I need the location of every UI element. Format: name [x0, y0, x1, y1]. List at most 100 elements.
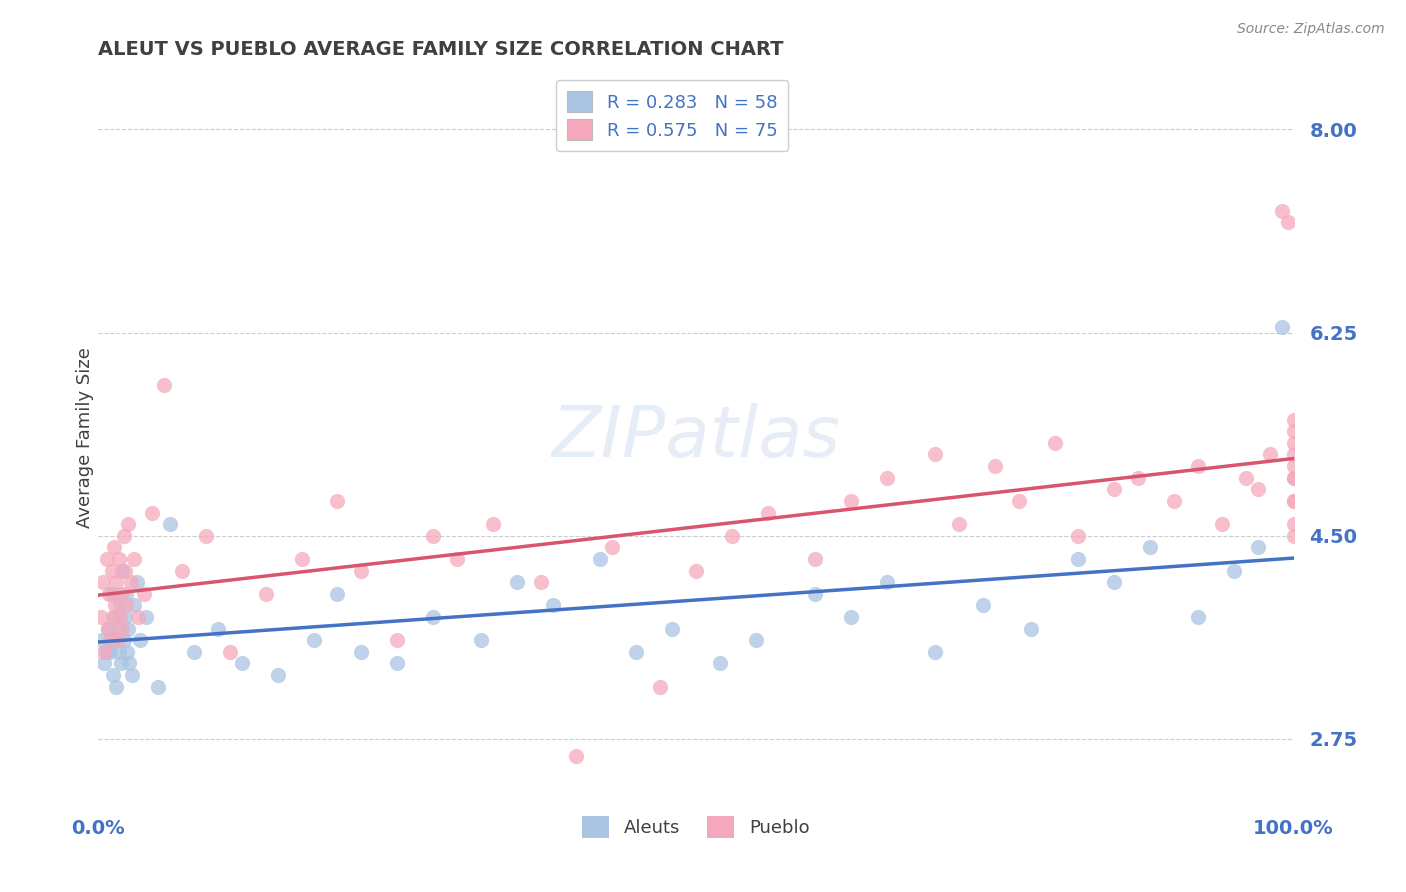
Point — [685, 564, 707, 578]
Point — [101, 668, 124, 682]
Point — [984, 459, 1007, 474]
Point — [1247, 483, 1270, 497]
Point — [804, 587, 827, 601]
Point — [482, 517, 505, 532]
Point — [112, 633, 135, 648]
Point — [1282, 494, 1305, 508]
Point — [1187, 610, 1209, 624]
Point — [97, 622, 120, 636]
Y-axis label: Average Family Size: Average Family Size — [76, 347, 94, 527]
Point — [876, 575, 898, 590]
Point — [107, 645, 129, 659]
Point — [876, 471, 898, 485]
Point — [98, 645, 122, 659]
Point — [183, 645, 205, 659]
Point — [972, 599, 994, 613]
Point — [103, 541, 125, 555]
Point — [924, 645, 946, 659]
Point — [141, 506, 163, 520]
Point — [110, 587, 132, 601]
Point — [117, 517, 139, 532]
Point — [104, 599, 127, 613]
Point — [267, 668, 290, 682]
Point — [114, 564, 136, 578]
Point — [924, 448, 946, 462]
Point — [129, 633, 152, 648]
Point — [626, 645, 648, 659]
Point — [1211, 517, 1233, 532]
Point — [120, 575, 142, 590]
Point — [506, 575, 529, 590]
Point — [1282, 459, 1305, 474]
Point — [101, 610, 124, 624]
Point — [650, 680, 672, 694]
Point — [111, 564, 134, 578]
Point — [1282, 529, 1305, 543]
Point — [1282, 424, 1305, 438]
Point — [124, 599, 146, 613]
Text: ZIPatlas: ZIPatlas — [551, 402, 841, 472]
Point — [108, 599, 131, 613]
Point — [91, 633, 114, 648]
Point — [153, 377, 176, 392]
Point — [107, 633, 129, 648]
Point — [90, 610, 112, 624]
Point — [93, 657, 115, 671]
Text: ALEUT VS PUEBLO AVERAGE FAMILY SIZE CORRELATION CHART: ALEUT VS PUEBLO AVERAGE FAMILY SIZE CORR… — [98, 39, 785, 59]
Point — [709, 657, 731, 671]
Point — [97, 622, 120, 636]
Point — [385, 657, 409, 671]
Point — [350, 564, 373, 578]
Point — [804, 552, 827, 566]
Point — [112, 529, 135, 543]
Point — [195, 529, 218, 543]
Point — [115, 645, 138, 659]
Point — [1247, 541, 1270, 555]
Point — [470, 633, 492, 648]
Point — [565, 749, 588, 764]
Text: Source: ZipAtlas.com: Source: ZipAtlas.com — [1237, 22, 1385, 37]
Point — [756, 506, 779, 520]
Point — [111, 622, 134, 636]
Point — [125, 575, 148, 590]
Point — [1163, 494, 1185, 508]
Point — [422, 529, 444, 543]
Point — [1104, 575, 1126, 590]
Point — [94, 645, 117, 659]
Point — [745, 633, 768, 648]
Point — [1282, 448, 1305, 462]
Point — [1271, 319, 1294, 334]
Point — [104, 610, 127, 624]
Point — [219, 645, 242, 659]
Point — [121, 668, 143, 682]
Point — [98, 633, 122, 648]
Point — [841, 494, 863, 508]
Point — [589, 552, 612, 566]
Point — [661, 622, 683, 636]
Point — [1282, 517, 1305, 532]
Point — [948, 517, 970, 532]
Point — [148, 680, 170, 694]
Point — [135, 610, 157, 624]
Point — [93, 645, 115, 659]
Point — [1282, 471, 1305, 485]
Point — [108, 610, 131, 624]
Point — [132, 587, 155, 601]
Point — [103, 633, 125, 648]
Point — [1277, 215, 1299, 229]
Point — [1223, 564, 1246, 578]
Point — [602, 541, 624, 555]
Point — [1282, 412, 1305, 426]
Legend: Aleuts, Pueblo: Aleuts, Pueblo — [575, 808, 817, 845]
Point — [1128, 471, 1150, 485]
Point — [1282, 471, 1305, 485]
Point — [96, 552, 118, 566]
Point — [105, 680, 128, 694]
Point — [115, 587, 138, 601]
Point — [422, 610, 444, 624]
Point — [172, 564, 194, 578]
Point — [159, 517, 181, 532]
Point — [254, 587, 277, 601]
Point — [1258, 448, 1281, 462]
Point — [98, 587, 121, 601]
